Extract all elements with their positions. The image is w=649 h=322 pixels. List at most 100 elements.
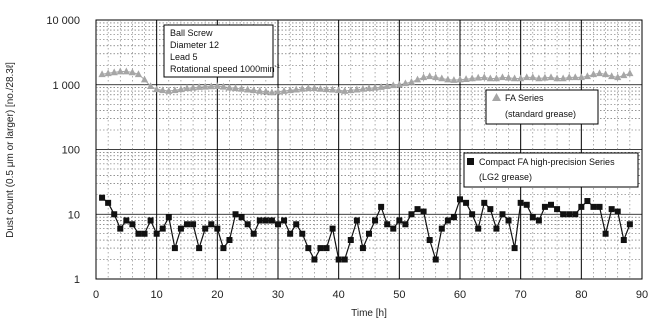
series-points xyxy=(98,67,634,263)
compact-fa-series-point xyxy=(444,217,451,224)
fa-series-point xyxy=(292,85,300,93)
series-line-compact-fa xyxy=(101,197,631,261)
fa-series-point xyxy=(177,85,185,93)
y-tick-labels: 1 10 100 1 000 10 000 xyxy=(46,15,80,286)
fa-series-point xyxy=(304,84,312,92)
fa-series-point xyxy=(329,85,337,93)
fa-series-point xyxy=(341,87,349,94)
fa-series-point xyxy=(116,67,124,75)
compact-fa-series-point xyxy=(202,225,209,232)
compact-fa-series-point xyxy=(293,221,300,228)
fa-series-point xyxy=(244,85,252,93)
fa-series-point xyxy=(480,73,488,81)
fa-series-point xyxy=(571,73,579,81)
compact-fa-series-point xyxy=(244,221,251,228)
compact-fa-series-point xyxy=(99,194,106,201)
compact-fa-series-point xyxy=(287,230,294,237)
compact-fa-series-point xyxy=(329,225,336,232)
fa-series-point xyxy=(359,84,367,92)
x-tick-label: 0 xyxy=(93,289,99,301)
compact-fa-series-point xyxy=(535,217,542,224)
compact-fa-series-point xyxy=(147,217,154,224)
compact-fa-series-point xyxy=(384,221,391,228)
fa-series-point xyxy=(122,67,130,75)
fa-series-point xyxy=(134,70,143,78)
fa-series-point xyxy=(407,78,416,85)
compact-fa-series-point xyxy=(129,221,136,228)
compact-fa-series-point xyxy=(353,217,360,224)
grid-lines xyxy=(96,22,642,260)
compact-fa-series-point xyxy=(281,217,288,224)
fa-series-legend-name: FA Series xyxy=(505,93,544,103)
fa-series-point xyxy=(395,80,403,88)
compact-fa-series-point xyxy=(602,230,609,237)
fa-series-point xyxy=(504,73,513,81)
compact-fa-series-point xyxy=(123,217,130,224)
fa-series-point xyxy=(492,74,500,82)
compact-fa-series-point xyxy=(275,221,281,228)
fa-series-point xyxy=(432,73,440,81)
annotation-line-1: Ball Screw xyxy=(170,28,213,38)
compact-fa-series-point xyxy=(366,230,372,237)
compact-fa-series-point xyxy=(226,237,233,244)
compact-fa-series-point xyxy=(159,225,166,232)
spec-annotation: Ball Screw Diameter 12 Lead 5 Rotational… xyxy=(163,24,281,78)
compact-fa-series-point xyxy=(184,221,190,228)
annotation-speed: Rotational speed 1000min xyxy=(170,64,275,74)
compact-fa-series-point xyxy=(450,214,457,221)
compact-fa-series-point xyxy=(475,225,482,232)
fa-series-point xyxy=(547,73,555,81)
compact-fa-series-point xyxy=(469,211,476,218)
compact-series-legend-name: Compact FA high-precision Series xyxy=(479,157,615,167)
compact-fa-series-point xyxy=(432,256,439,263)
fa-series-point xyxy=(189,83,197,91)
compact-fa-series-point xyxy=(554,206,561,213)
compact-series-label: Compact FA high-precision Series (LG2 gr… xyxy=(463,152,639,188)
compact-fa-series-point xyxy=(541,203,548,210)
fa-series-point xyxy=(104,69,112,77)
compact-fa-series-point xyxy=(141,230,148,237)
fa-series-point xyxy=(511,74,519,82)
y-tick-label: 1 000 xyxy=(52,80,80,92)
compact-fa-series-point xyxy=(214,225,221,232)
compact-fa-series-point xyxy=(311,256,318,263)
compact-fa-series-point xyxy=(505,217,512,224)
compact-fa-series-point xyxy=(457,196,463,203)
compact-fa-series-point xyxy=(487,206,494,213)
x-tick-label: 30 xyxy=(272,289,284,301)
fa-series-point xyxy=(608,72,616,80)
fa-series-label: FA Series (standard grease) xyxy=(485,89,599,125)
annotation-speed-exponent: -1 xyxy=(275,64,281,70)
y-tick-label: 100 xyxy=(62,145,80,157)
compact-fa-series-point xyxy=(396,217,403,224)
fa-series-point xyxy=(450,76,458,83)
fa-series-point xyxy=(438,74,446,82)
compact-fa-series-point xyxy=(153,230,160,237)
fa-series-point xyxy=(201,82,209,90)
fa-series-point xyxy=(153,85,161,93)
x-axis-title: Time [h] xyxy=(351,308,387,319)
compact-fa-series-point xyxy=(566,211,573,218)
fa-series-point xyxy=(165,87,173,94)
x-tick-labels: 0 10 20 30 40 50 60 70 80 90 xyxy=(93,289,648,301)
compact-fa-series-point xyxy=(548,201,554,208)
fa-series-point xyxy=(420,73,428,81)
fa-series-point xyxy=(256,87,264,94)
fa-series-point xyxy=(486,74,494,82)
fa-series-point xyxy=(140,75,149,83)
compact-fa-series-point xyxy=(408,211,415,218)
fa-series-point xyxy=(371,83,379,91)
compact-fa-series-point xyxy=(177,225,184,232)
fa-series-point xyxy=(365,84,373,92)
compact-fa-series-point xyxy=(238,214,245,221)
compact-fa-series-point xyxy=(517,199,524,206)
fa-series-point xyxy=(128,68,136,76)
compact-fa-series-point xyxy=(390,225,397,232)
fa-series-point xyxy=(159,86,167,94)
fa-series-point xyxy=(110,68,118,76)
fa-series-point xyxy=(413,75,422,83)
fa-series-point xyxy=(565,73,573,81)
fa-series-point xyxy=(322,85,331,93)
compact-fa-series-point xyxy=(299,230,306,237)
fa-series-point xyxy=(274,87,282,95)
